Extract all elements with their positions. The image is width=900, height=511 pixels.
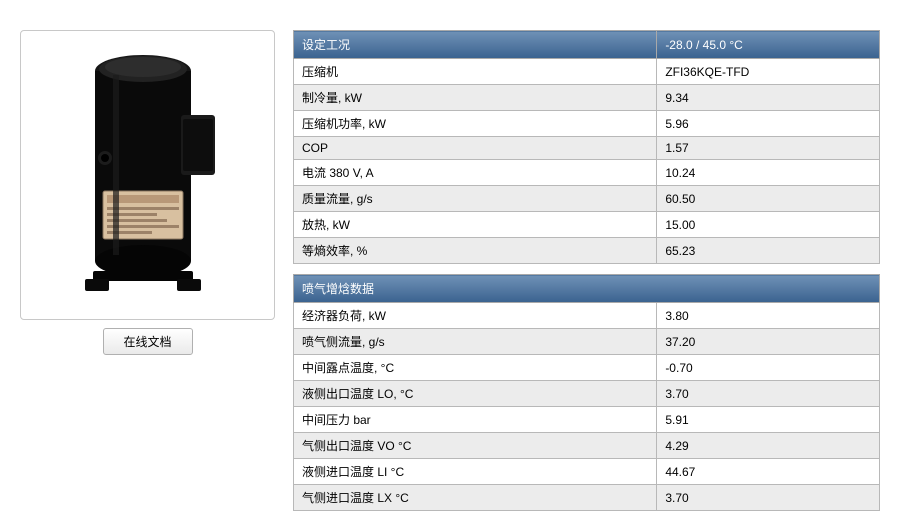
row-label: 气侧进口温度 LX °C: [294, 485, 657, 511]
table1-header-left: 设定工况: [294, 31, 657, 59]
row-value: 9.34: [657, 85, 880, 111]
table-row: 压缩机功率, kW5.96: [294, 111, 880, 137]
tables-panel: 设定工况 -28.0 / 45.0 °C 压缩机ZFI36KQE-TFD 制冷量…: [293, 30, 880, 511]
row-label: 气侧出口温度 VO °C: [294, 433, 657, 459]
row-value: 10.24: [657, 160, 880, 186]
row-value: 3.80: [657, 303, 880, 329]
product-image-frame: [20, 30, 275, 320]
table-row: 制冷量, kW9.34: [294, 85, 880, 111]
table-row: 放热, kW15.00: [294, 212, 880, 238]
table-row: 中间压力 bar5.91: [294, 407, 880, 433]
row-value: 4.29: [657, 433, 880, 459]
row-label: 中间压力 bar: [294, 407, 657, 433]
table-row: 气侧进口温度 LX °C3.70: [294, 485, 880, 511]
left-panel: 在线文档: [20, 30, 275, 355]
table-row: 等熵效率, %65.23: [294, 238, 880, 264]
online-doc-button[interactable]: 在线文档: [103, 328, 193, 355]
row-value: 60.50: [657, 186, 880, 212]
table-row: 喷气侧流量, g/s37.20: [294, 329, 880, 355]
row-label: 喷气侧流量, g/s: [294, 329, 657, 355]
table-row: COP1.57: [294, 137, 880, 160]
table1-header: 设定工况 -28.0 / 45.0 °C: [294, 31, 880, 59]
row-label: 电流 380 V, A: [294, 160, 657, 186]
row-value: 5.96: [657, 111, 880, 137]
compressor-image: [63, 43, 233, 308]
row-label: 液侧出口温度 LO, °C: [294, 381, 657, 407]
table2-header: 喷气增焓数据: [294, 275, 880, 303]
row-label: 放热, kW: [294, 212, 657, 238]
row-label: 压缩机: [294, 59, 657, 85]
row-label: 制冷量, kW: [294, 85, 657, 111]
table-row: 气侧出口温度 VO °C4.29: [294, 433, 880, 459]
row-value: 3.70: [657, 381, 880, 407]
row-label: 经济器负荷, kW: [294, 303, 657, 329]
table-row: 电流 380 V, A10.24: [294, 160, 880, 186]
table-row: 液侧出口温度 LO, °C3.70: [294, 381, 880, 407]
table-row: 中间露点温度, °C-0.70: [294, 355, 880, 381]
row-value: 15.00: [657, 212, 880, 238]
row-value: 65.23: [657, 238, 880, 264]
row-label: COP: [294, 137, 657, 160]
row-label: 等熵效率, %: [294, 238, 657, 264]
row-value: -0.70: [657, 355, 880, 381]
row-label: 质量流量, g/s: [294, 186, 657, 212]
row-value: 1.57: [657, 137, 880, 160]
row-value: 44.67: [657, 459, 880, 485]
table-row: 经济器负荷, kW3.80: [294, 303, 880, 329]
table2-header-left: 喷气增焓数据: [294, 275, 880, 303]
table-row: 质量流量, g/s60.50: [294, 186, 880, 212]
table1-header-right: -28.0 / 45.0 °C: [657, 31, 880, 59]
main-container: 在线文档 设定工况 -28.0 / 45.0 °C 压缩机ZFI36KQE-TF…: [20, 30, 880, 511]
row-value: 5.91: [657, 407, 880, 433]
row-label: 中间露点温度, °C: [294, 355, 657, 381]
table-row: 液侧进口温度 LI °C44.67: [294, 459, 880, 485]
spec-table-2: 喷气增焓数据 经济器负荷, kW3.80 喷气侧流量, g/s37.20 中间露…: [293, 274, 880, 511]
row-value: 3.70: [657, 485, 880, 511]
row-label: 压缩机功率, kW: [294, 111, 657, 137]
row-value: 37.20: [657, 329, 880, 355]
spec-table-1: 设定工况 -28.0 / 45.0 °C 压缩机ZFI36KQE-TFD 制冷量…: [293, 30, 880, 264]
row-value: ZFI36KQE-TFD: [657, 59, 880, 85]
row-label: 液侧进口温度 LI °C: [294, 459, 657, 485]
table-row: 压缩机ZFI36KQE-TFD: [294, 59, 880, 85]
